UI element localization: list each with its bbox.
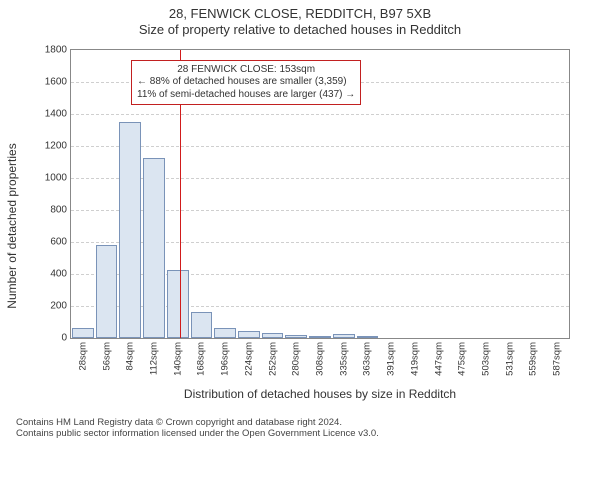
annotation-box: 28 FENWICK CLOSE: 153sqm← 88% of detache… <box>131 60 361 106</box>
x-tick-label: 363sqm <box>362 342 373 376</box>
annotation-line: 28 FENWICK CLOSE: 153sqm <box>137 64 355 77</box>
y-tick-label: 1400 <box>45 108 67 119</box>
x-tick-label: 84sqm <box>125 342 136 371</box>
x-tick-label: 28sqm <box>77 342 88 371</box>
chart-area: Number of detached properties 0200400600… <box>20 41 580 411</box>
histogram-bar <box>72 328 94 338</box>
x-tick-label: 419sqm <box>409 342 420 376</box>
x-axis-label: Distribution of detached houses by size … <box>70 387 570 401</box>
histogram-bar <box>357 336 379 338</box>
histogram-bar <box>262 333 284 338</box>
histogram-bar <box>119 122 141 338</box>
histogram-bar <box>333 334 355 337</box>
y-tick-label: 1200 <box>45 140 67 151</box>
x-tick-label: 335sqm <box>338 342 349 376</box>
credits: Contains HM Land Registry data © Crown c… <box>6 417 594 441</box>
y-tick-label: 0 <box>61 332 67 343</box>
histogram-bar <box>96 245 118 338</box>
x-tick-label: 503sqm <box>481 342 492 376</box>
y-axis-label: Number of detached properties <box>5 143 19 308</box>
grid-line <box>71 114 569 115</box>
title-address: 28, FENWICK CLOSE, REDDITCH, B97 5XB <box>6 6 594 22</box>
chart-titles: 28, FENWICK CLOSE, REDDITCH, B97 5XB Siz… <box>6 6 594 39</box>
credits-line-1: Contains HM Land Registry data © Crown c… <box>16 417 594 429</box>
title-subtitle: Size of property relative to detached ho… <box>6 22 594 38</box>
x-tick-label: 224sqm <box>243 342 254 376</box>
y-tick-label: 200 <box>50 300 67 311</box>
histogram-bar <box>191 312 213 338</box>
x-tick-label: 168sqm <box>196 342 207 376</box>
x-tick-label: 531sqm <box>504 342 515 376</box>
x-tick-label: 252sqm <box>267 342 278 376</box>
histogram-bar <box>167 270 189 337</box>
x-tick-label: 112sqm <box>149 342 160 375</box>
x-tick-label: 447sqm <box>433 342 444 376</box>
y-tick-label: 1800 <box>45 44 67 55</box>
histogram-bar <box>143 158 165 337</box>
x-tick-label: 475sqm <box>457 342 468 376</box>
y-tick-label: 600 <box>50 236 67 247</box>
histogram-bar <box>285 335 307 337</box>
x-tick-label: 391sqm <box>386 342 397 376</box>
x-tick-label: 140sqm <box>172 342 183 376</box>
x-tick-label: 308sqm <box>315 342 326 376</box>
x-tick-label: 559sqm <box>528 342 539 376</box>
histogram-bar <box>238 331 260 337</box>
x-tick-label: 196sqm <box>220 342 231 376</box>
y-tick-label: 1000 <box>45 172 67 183</box>
grid-line <box>71 146 569 147</box>
plot-region: 02004006008001000120014001600180028sqm56… <box>70 49 570 339</box>
histogram-bar <box>214 328 236 338</box>
annotation-line: ← 88% of detached houses are smaller (3,… <box>137 76 355 89</box>
y-tick-label: 800 <box>50 204 67 215</box>
credits-line-2: Contains public sector information licen… <box>16 428 594 440</box>
x-tick-label: 587sqm <box>552 342 563 376</box>
histogram-bar <box>309 336 331 338</box>
y-tick-label: 400 <box>50 268 67 279</box>
x-tick-label: 280sqm <box>291 342 302 376</box>
y-tick-label: 1600 <box>45 76 67 87</box>
annotation-line: 11% of semi-detached houses are larger (… <box>137 89 355 102</box>
x-tick-label: 56sqm <box>101 342 112 371</box>
